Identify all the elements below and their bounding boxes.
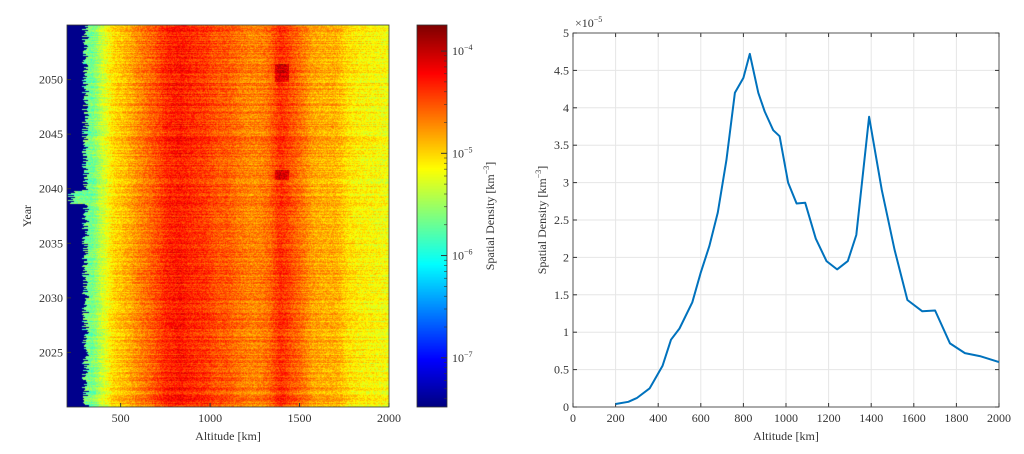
heatmap-y-tick-label: 2050 (39, 73, 63, 87)
line-x-tick-label: 1200 (817, 411, 841, 425)
line-y-tick-label: 0 (563, 400, 569, 414)
line-x-tick-label: 1600 (902, 411, 926, 425)
colorbar-tick-label: 10−6 (452, 248, 473, 263)
line-x-axis-label: Altitude [km] (753, 429, 819, 443)
colorbar-tick-label: 10−4 (452, 43, 473, 58)
line-y-tick-label: 5 (563, 26, 569, 40)
line-y-tick-label: 2.5 (554, 213, 569, 227)
heatmap-y-tick-label: 2045 (39, 127, 63, 141)
colorbar-label: Spatial Density [km−3] (482, 162, 497, 271)
line-y-multiplier: ×10−5 (575, 15, 602, 30)
line-y-tick-label: 1 (563, 325, 569, 339)
line-y-tick-label: 3.5 (554, 138, 569, 152)
line-x-tick-label: 800 (734, 411, 752, 425)
colorbar-tick-label: 10−5 (452, 145, 473, 160)
line-x-tick-label: 2000 (987, 411, 1011, 425)
heatmap-image (67, 25, 389, 407)
line-x-tick-label: 200 (607, 411, 625, 425)
heatmap-x-tick-label: 1000 (198, 411, 222, 425)
line-y-tick-label: 0.5 (554, 363, 569, 377)
line-x-tick-label: 0 (570, 411, 576, 425)
line-series (615, 52, 1000, 405)
heatmap-y-axis-label: Year (20, 205, 34, 227)
line-y-tick-label: 4.5 (554, 63, 569, 77)
line-y-tick-label: 2 (563, 250, 569, 264)
heatmap-x-tick-label: 1500 (288, 411, 312, 425)
heatmap-axes-box (66, 24, 390, 408)
colorbar-tick-label: 10−7 (452, 350, 473, 365)
heatmap-y-tick-label: 2035 (39, 236, 63, 250)
line-y-tick-label: 1.5 (554, 288, 569, 302)
heatmap-y-tick-label: 2025 (39, 345, 63, 359)
line-x-tick-label: 400 (649, 411, 667, 425)
heatmap-x-tick-label: 2000 (377, 411, 401, 425)
colorbar-box (416, 24, 448, 408)
line-x-tick-label: 1000 (774, 411, 798, 425)
heatmap-x-axis-label: Altitude [km] (195, 429, 261, 443)
line-x-tick-label: 1400 (859, 411, 883, 425)
line-y-tick-label: 4 (563, 101, 569, 115)
line-axes-box (572, 32, 1000, 408)
line-y-tick-label: 3 (563, 176, 569, 190)
heatmap-x-tick-label: 500 (112, 411, 130, 425)
line-x-tick-label: 1800 (944, 411, 968, 425)
heatmap-y-tick-label: 2030 (39, 291, 63, 305)
line-x-tick-label: 600 (692, 411, 710, 425)
line-y-axis-label: Spatial Density [km−3] (534, 166, 549, 275)
colorbar (417, 25, 447, 407)
heatmap-y-tick-label: 2040 (39, 182, 63, 196)
